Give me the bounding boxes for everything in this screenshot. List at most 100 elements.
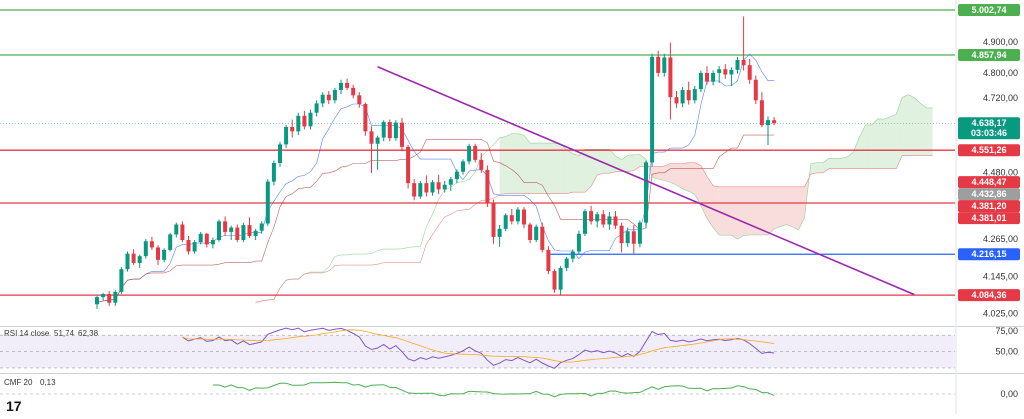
candle-body xyxy=(631,231,636,244)
candle-body xyxy=(296,115,301,132)
tradingview-logo: 17 xyxy=(6,398,22,414)
candle-body xyxy=(479,159,484,170)
cloud-segment xyxy=(597,149,604,176)
candle xyxy=(241,222,246,243)
trendline[interactable] xyxy=(377,66,915,296)
candle-body xyxy=(339,82,343,91)
candle xyxy=(326,90,331,105)
cloud-segment xyxy=(737,186,744,240)
price-badge: 4.432,86 xyxy=(958,188,1020,201)
candle xyxy=(393,120,398,141)
cloud-segment xyxy=(792,186,799,230)
candle-body xyxy=(613,216,618,226)
candle-body xyxy=(320,94,325,104)
candle xyxy=(302,110,307,130)
cloud-segment xyxy=(664,163,671,183)
candle-body xyxy=(406,146,411,184)
candle-body xyxy=(546,249,551,272)
candle xyxy=(729,67,734,87)
candle-body xyxy=(149,241,154,248)
candle-body xyxy=(674,97,679,104)
candle xyxy=(253,228,258,240)
price-badge-label: 4.448,47 xyxy=(971,177,1006,187)
candle xyxy=(357,92,362,108)
candle xyxy=(143,239,148,259)
cloud-segment xyxy=(536,143,543,194)
candle-body xyxy=(271,163,276,182)
candle xyxy=(686,81,691,105)
candle-body xyxy=(424,183,429,193)
cloud-segment xyxy=(865,124,872,169)
candle-body xyxy=(473,145,478,160)
price-badge-box xyxy=(958,289,1020,302)
candle xyxy=(576,230,581,254)
candle-body xyxy=(448,179,453,185)
candle-body xyxy=(229,227,234,232)
candle xyxy=(265,179,270,226)
cloud-segment xyxy=(768,186,775,235)
rsi-pane: RSI 14 close 51,74 62,38 75,00 50,00 xyxy=(0,326,1018,369)
candle xyxy=(412,179,417,201)
candle-body xyxy=(753,79,758,101)
candle xyxy=(570,249,575,263)
candle xyxy=(753,75,758,105)
candle xyxy=(747,58,752,84)
candle-body xyxy=(253,230,258,236)
candle-body xyxy=(357,95,362,105)
candle xyxy=(509,208,514,225)
price-tick-label: 4.025,00 xyxy=(983,309,1018,319)
cloud-segment xyxy=(719,186,726,236)
candle-body xyxy=(552,271,557,290)
cloud-segment xyxy=(700,165,707,219)
cloud-segment xyxy=(896,97,903,169)
candle xyxy=(296,112,301,136)
cmf-pane: CMF 20 0,13 0,00 xyxy=(0,378,1018,399)
candle xyxy=(436,174,441,195)
candle xyxy=(314,100,319,117)
candle xyxy=(308,109,313,130)
candle xyxy=(564,256,569,272)
candle-body xyxy=(723,69,728,75)
candle-body xyxy=(351,87,356,96)
candle-body xyxy=(607,216,612,225)
candle-body xyxy=(180,224,185,240)
candle xyxy=(223,216,228,236)
rsi-signal-value: 62,38 xyxy=(78,329,99,338)
price-tick-label: 4.265,00 xyxy=(983,234,1018,244)
rsi-value: 51,74 xyxy=(54,329,75,338)
rsi-label: RSI 14 close xyxy=(4,329,50,338)
candle-body xyxy=(576,233,581,252)
candle-body xyxy=(558,267,563,290)
cloud-segment xyxy=(798,186,805,230)
candle xyxy=(540,222,545,253)
candle xyxy=(363,102,368,136)
candle xyxy=(95,295,99,309)
candle xyxy=(210,237,215,249)
cloud-segment xyxy=(890,114,897,169)
cloud-segment xyxy=(670,163,677,185)
cloud-segment xyxy=(847,152,854,169)
candle-body xyxy=(644,162,648,223)
price-tick-label: 4.900,00 xyxy=(983,37,1018,47)
price-badge: 4.216,15 xyxy=(958,248,1020,261)
candle xyxy=(180,221,185,243)
candle xyxy=(278,141,282,167)
candle xyxy=(162,248,167,263)
candle-body xyxy=(119,269,124,292)
rsi-tick-label: 75,00 xyxy=(995,326,1018,336)
price-badge-box xyxy=(958,200,1020,213)
candle xyxy=(345,78,350,91)
price-badge: 4.381,20 xyxy=(958,200,1020,213)
candle xyxy=(656,50,661,77)
candle xyxy=(680,86,685,108)
candle xyxy=(662,53,667,77)
price-tick-label: 4.720,00 xyxy=(983,93,1018,103)
price-badge-box xyxy=(958,188,1020,201)
candle-body xyxy=(174,224,179,235)
price-tick-label: 4.800,00 xyxy=(983,68,1018,78)
cloud-segment xyxy=(926,107,933,156)
candle-body xyxy=(711,72,716,82)
